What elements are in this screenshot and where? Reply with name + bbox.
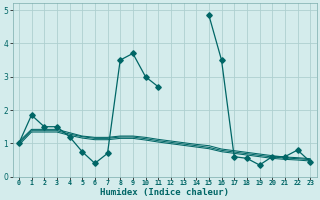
X-axis label: Humidex (Indice chaleur): Humidex (Indice chaleur): [100, 188, 229, 197]
